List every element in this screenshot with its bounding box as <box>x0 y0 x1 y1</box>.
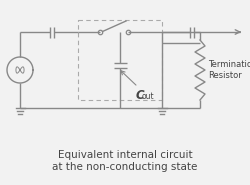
Text: out: out <box>142 92 154 101</box>
Bar <box>78 20 162 100</box>
Text: C: C <box>136 89 144 102</box>
Text: Equivalent internal circuit
at the non-conducting state: Equivalent internal circuit at the non-c… <box>52 150 198 172</box>
Text: Termination
Resistor: Termination Resistor <box>208 60 250 80</box>
